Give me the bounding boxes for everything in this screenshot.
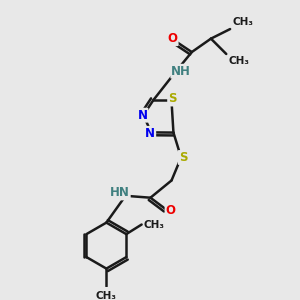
Text: NH: NH [171, 65, 191, 78]
Text: O: O [166, 204, 176, 217]
Text: CH₃: CH₃ [232, 17, 253, 27]
Text: S: S [179, 151, 187, 164]
Text: CH₃: CH₃ [228, 56, 249, 66]
Text: N: N [145, 127, 155, 140]
Text: HN: HN [110, 186, 130, 200]
Text: CH₃: CH₃ [96, 291, 117, 300]
Text: CH₃: CH₃ [143, 220, 164, 230]
Text: O: O [168, 32, 178, 45]
Text: S: S [168, 92, 177, 106]
Text: N: N [137, 109, 147, 122]
